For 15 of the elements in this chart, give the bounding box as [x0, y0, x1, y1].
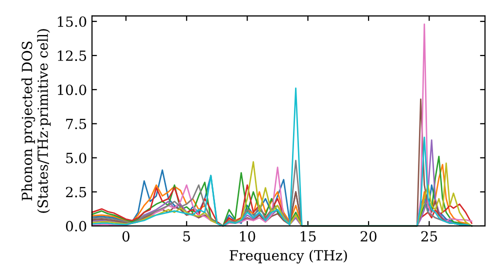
y-tick-label: 5.0	[66, 152, 86, 164]
y-axis-title: Phonon projected DOS (States/THz·primitive cell)	[21, 29, 51, 213]
x-tick-label: 25	[421, 231, 437, 242]
x-tick-label: 5	[183, 231, 190, 242]
x-axis-title: Frequency (THz)	[230, 250, 347, 264]
y-tick-label: 2.5	[66, 186, 86, 198]
y-tick-label: 0.0	[66, 220, 86, 232]
x-tick-label: 15	[300, 231, 316, 242]
y-tick-label: 10.0	[58, 84, 86, 96]
x-tick-label: 10	[240, 231, 256, 242]
y-tick-label: 7.5	[66, 118, 86, 130]
x-tick-label: 20	[360, 231, 376, 242]
x-tick-label: 0	[122, 231, 130, 242]
y-tick-label: 15.0	[58, 16, 86, 27]
y-tick-label: 12.5	[58, 50, 86, 61]
